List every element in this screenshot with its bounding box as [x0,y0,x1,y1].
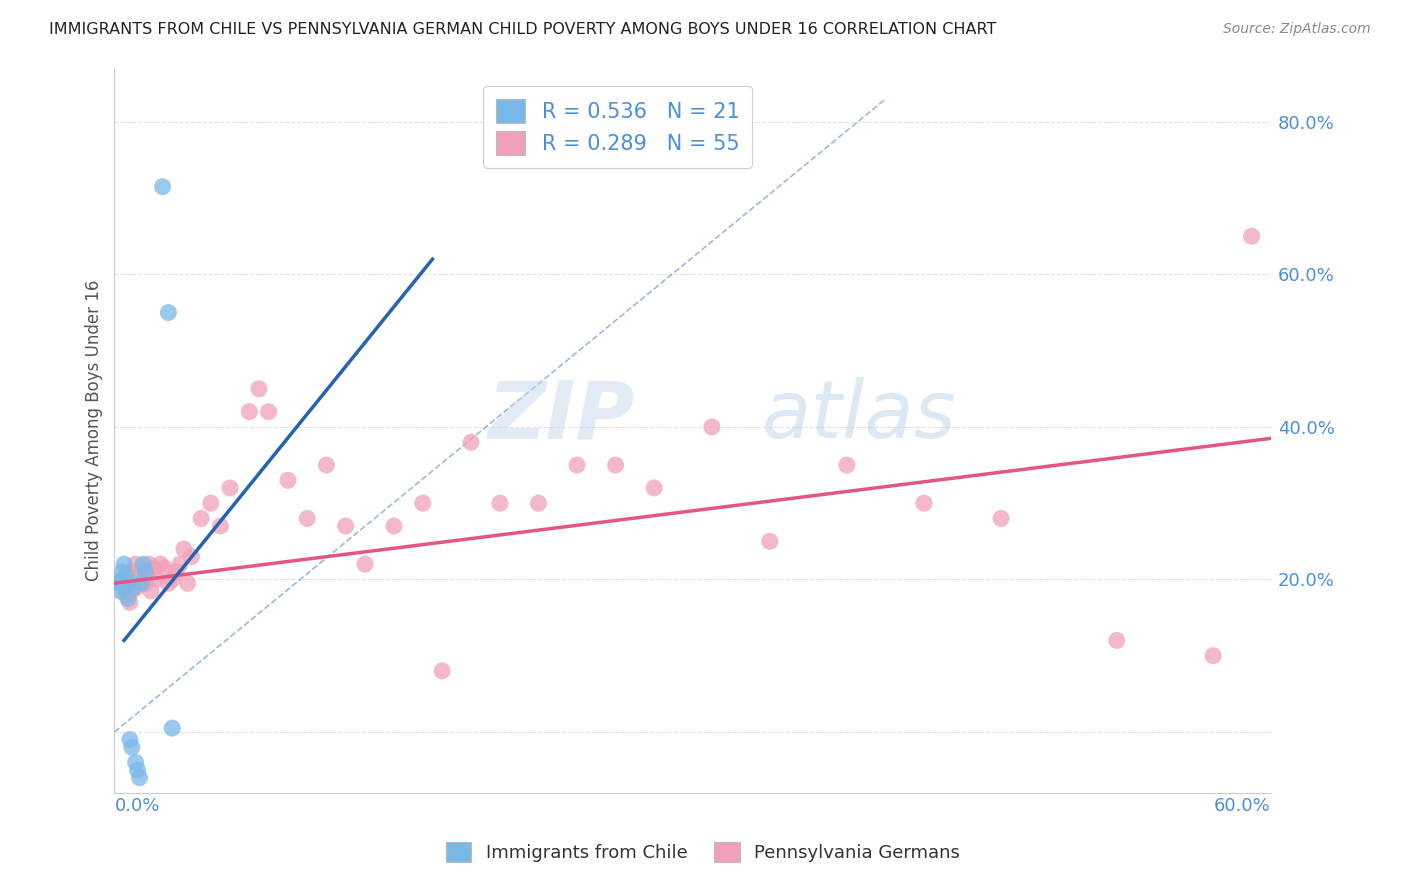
Point [117,576,139,591]
Point [912,496,935,510]
Point [124,756,146,770]
Text: Source: ZipAtlas.com: Source: ZipAtlas.com [1223,22,1371,37]
Point [238,405,260,419]
Point [180,549,202,564]
Point [121,740,143,755]
Point [131,576,153,591]
Point [149,557,172,571]
Text: atlas: atlas [762,377,957,455]
Point [118,595,141,609]
Point [162,573,184,587]
Point [111,573,134,587]
Point [117,591,139,606]
Point [132,565,155,579]
Point [117,580,139,594]
Point [835,458,858,472]
Legend: R = 0.536   N = 21, R = 0.289   N = 55: R = 0.536 N = 21, R = 0.289 N = 55 [484,87,752,168]
Point [115,568,138,582]
Point [315,458,337,472]
Point [1240,229,1263,244]
Point [460,435,482,450]
Point [146,573,169,587]
Point [157,305,180,319]
Point [108,583,131,598]
Point [257,405,280,419]
Point [700,420,723,434]
Point [142,561,165,575]
Point [209,519,232,533]
Point [112,573,135,587]
Point [128,771,150,785]
Point [118,732,141,747]
Point [107,576,129,591]
Point [758,534,780,549]
Point [136,568,159,582]
Text: IMMIGRANTS FROM CHILE VS PENNSYLVANIA GERMAN CHILD POVERTY AMONG BOYS UNDER 16 C: IMMIGRANTS FROM CHILE VS PENNSYLVANIA GE… [49,22,997,37]
Point [111,576,134,591]
Point [128,573,150,587]
Point [219,481,242,495]
Point [527,496,550,510]
Point [173,541,195,556]
Point [354,557,377,571]
Point [190,511,212,525]
Text: ZIP: ZIP [488,377,636,455]
Point [112,580,135,594]
Point [1105,633,1128,648]
Point [335,519,357,533]
Point [277,473,299,487]
Point [124,557,146,571]
Point [139,583,162,598]
Point [162,721,184,735]
Point [200,496,222,510]
Point [127,763,149,777]
Point [153,561,176,575]
Y-axis label: Child Poverty Among Boys Under 16: Child Poverty Among Boys Under 16 [86,280,103,582]
Point [122,565,145,579]
Text: 0.0%: 0.0% [114,797,160,814]
Point [115,588,138,602]
Point [134,565,156,579]
Point [122,580,145,594]
Point [412,496,434,510]
Point [382,519,405,533]
Point [165,565,187,579]
Point [247,382,270,396]
Point [132,557,155,571]
Point [157,576,180,591]
Point [430,664,453,678]
Point [643,481,665,495]
Point [605,458,627,472]
Point [111,565,134,579]
Point [489,496,512,510]
Point [112,557,135,571]
Point [127,580,149,594]
Point [1202,648,1225,663]
Point [990,511,1012,525]
Legend: Immigrants from Chile, Pennsylvania Germans: Immigrants from Chile, Pennsylvania Germ… [439,834,967,870]
Point [134,576,156,591]
Point [295,511,318,525]
Point [138,557,160,571]
Point [152,179,174,194]
Point [121,583,143,598]
Point [565,458,588,472]
Point [176,576,198,591]
Point [169,557,191,571]
Text: 60.0%: 60.0% [1215,797,1271,814]
